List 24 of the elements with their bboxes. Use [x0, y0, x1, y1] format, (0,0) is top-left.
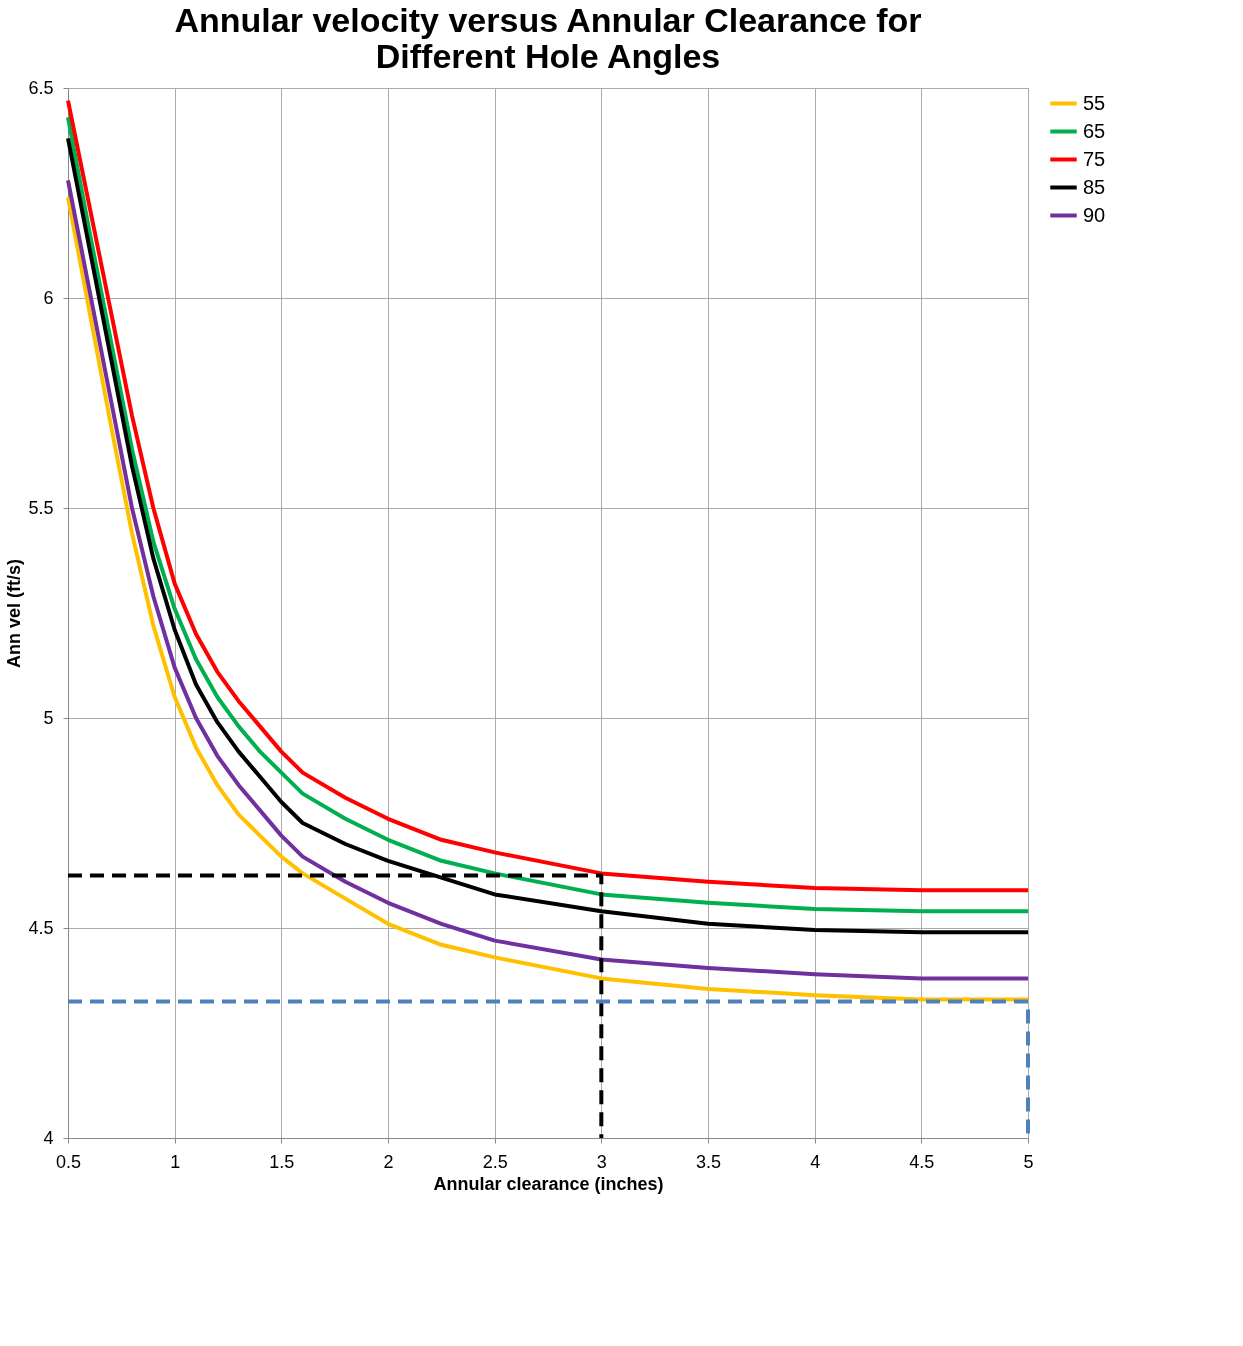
x-tick-label: 4.5: [909, 1151, 935, 1172]
legend-label: 90: [1083, 203, 1106, 226]
chart-title: Annular velocity versus Annular Clearance for Different Hole Angles: [174, 1, 922, 75]
x-tick-label: 2: [383, 1151, 394, 1172]
y-tick-label: 6: [43, 287, 54, 308]
x-tick-label: 3: [596, 1151, 607, 1172]
y-tick-label: 6.5: [28, 77, 54, 98]
y-tick-label: 4.5: [28, 917, 54, 938]
y-tick-label: 5.5: [28, 497, 54, 518]
x-tick-label: 1.5: [269, 1151, 295, 1172]
x-tick-label: 2.5: [482, 1151, 508, 1172]
x-tick-label: 1: [170, 1151, 181, 1172]
y-axis-title: Ann vel (ft/s): [4, 558, 25, 669]
x-tick-label: 5: [1023, 1151, 1034, 1172]
legend-label: 85: [1083, 175, 1106, 198]
x-tick-label: 0.5: [55, 1151, 82, 1172]
legend-label: 75: [1083, 147, 1106, 170]
legend-label: 55: [1083, 91, 1106, 114]
x-axis-title: Annular clearance (inches): [433, 1173, 664, 1194]
y-tick-label: 4: [43, 1127, 54, 1148]
x-tick-label: 4: [810, 1151, 821, 1172]
legend-label: 65: [1083, 119, 1106, 142]
x-tick-label: 3.5: [695, 1151, 722, 1172]
y-tick-label: 5: [43, 707, 54, 728]
